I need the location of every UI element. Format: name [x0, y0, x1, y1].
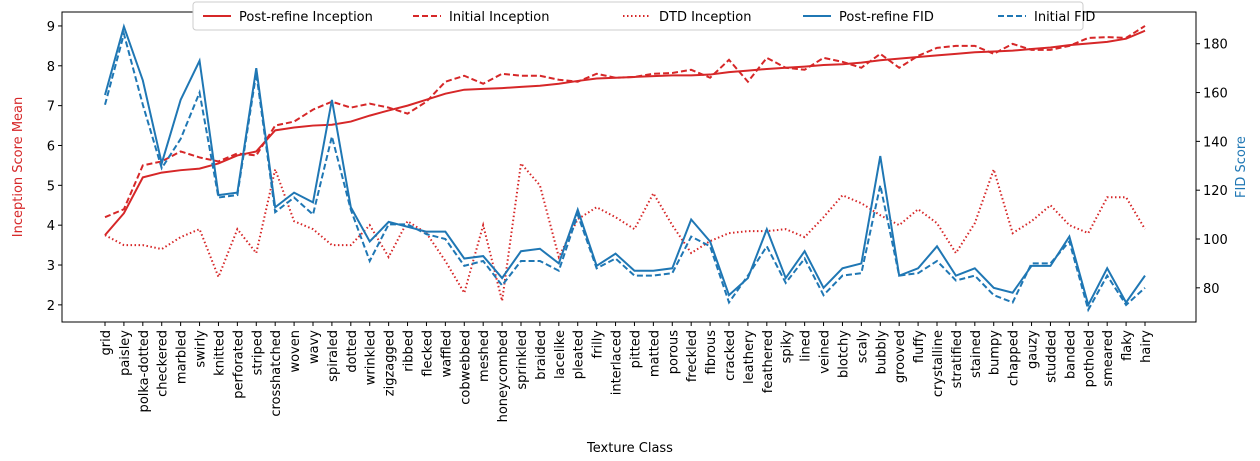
- x-tick-label: sprinkled: [515, 330, 530, 390]
- x-tick-label: potholed: [1082, 330, 1097, 387]
- x-tick-label: braided: [534, 330, 549, 380]
- x-tick-label: wrinkled: [364, 330, 379, 385]
- y2-tick-label: 100: [1203, 233, 1228, 248]
- x-tick-label: flaky: [1120, 330, 1135, 361]
- x-tick-label: wavy: [307, 330, 322, 364]
- y2-axis-label: FID Score: [1234, 136, 1249, 198]
- x-tick-label: porous: [666, 330, 681, 374]
- x-tick-label: frilly: [591, 330, 606, 359]
- x-tick-label: bubbly: [874, 330, 889, 375]
- x-tick-label: chapped: [1007, 330, 1022, 386]
- y-tick-label: 8: [47, 60, 55, 75]
- x-tick-label: perforated: [231, 330, 246, 399]
- x-tick-label: meshed: [477, 330, 492, 382]
- x-tick-label: banded: [1063, 330, 1078, 379]
- x-tick-label: bumpy: [988, 330, 1003, 375]
- x-tick-label: freckled: [685, 330, 700, 382]
- y2-tick-label: 180: [1203, 38, 1228, 53]
- x-tick-label: spiraled: [326, 330, 341, 382]
- x-tick-label: polka-dotted: [137, 330, 152, 412]
- legend-label: Initial Inception: [449, 10, 549, 25]
- x-tick-label: feathered: [761, 330, 776, 393]
- legend-label: Post-refine Inception: [239, 10, 373, 25]
- x-tick-label: paisley: [118, 330, 133, 376]
- x-tick-label: grooved: [893, 330, 908, 383]
- legend: Post-refine Inception Initial Inception DT…: [192, 1, 1095, 31]
- x-tick-label: stained: [969, 330, 984, 378]
- x-tick-label: crosshatched: [269, 330, 284, 417]
- x-tick-label: studded: [1044, 330, 1059, 383]
- x-tick-label: interlaced: [610, 330, 625, 395]
- x-tick-label: gauzy: [1026, 330, 1041, 369]
- x-tick-label: lacelike: [553, 330, 568, 379]
- legend-label: Post-refine FID: [839, 10, 934, 25]
- y-tick-label: 2: [47, 299, 55, 314]
- x-tick-label: pleated: [572, 330, 587, 379]
- x-tick-label: lined: [799, 330, 814, 362]
- y2-tick-label: 140: [1203, 135, 1228, 150]
- y-tick-label: 4: [47, 219, 55, 234]
- x-tick-label: stratified: [950, 330, 965, 388]
- x-tick-label: crystalline: [931, 330, 946, 397]
- x-tick-label: smeared: [1101, 330, 1116, 387]
- y-tick-label: 5: [47, 179, 55, 194]
- x-tick-label: swirly: [194, 330, 209, 368]
- series-line: [104, 161, 1146, 302]
- y-tick-label: 3: [47, 259, 55, 274]
- x-tick-label: cobwebbed: [458, 330, 473, 405]
- x-tick-label: marbled: [175, 330, 190, 384]
- y-tick-label: 7: [47, 100, 55, 115]
- series-line: [104, 30, 1146, 313]
- x-axis-label: Texture Class: [586, 441, 673, 456]
- series-line: [104, 25, 1146, 219]
- x-tick-label: veined: [818, 330, 833, 374]
- x-tick-label: dotted: [345, 330, 360, 373]
- x-tick-label: leathery: [742, 330, 757, 384]
- y2-tick-label: 120: [1203, 184, 1228, 199]
- series-line: [104, 29, 1146, 236]
- x-tick-label: woven: [288, 330, 303, 373]
- x-tick-label: pitted: [628, 330, 643, 368]
- x-tick-label: matted: [647, 330, 662, 377]
- y-tick-label: 9: [47, 20, 55, 35]
- x-tick-label: checkered: [156, 330, 171, 397]
- x-tick-label: fibrous: [704, 330, 719, 375]
- x-tick-label: knitted: [212, 330, 227, 376]
- y-axis-label: Inception Score Mean: [11, 97, 26, 237]
- x-tick-label: fluffy: [912, 330, 927, 363]
- x-tick-label: zigzagged: [383, 330, 398, 396]
- x-tick-label: waffled: [439, 330, 454, 377]
- x-tick-label: spiky: [780, 330, 795, 364]
- legend-label: DTD Inception: [659, 10, 751, 25]
- legend-box: [192, 1, 1084, 31]
- x-tick-label: grid: [99, 330, 114, 355]
- y-tick-label: 6: [47, 139, 55, 154]
- y2-tick-label: 80: [1203, 282, 1220, 297]
- x-tick-label: blotchy: [836, 330, 851, 378]
- x-tick-label: honeycombed: [496, 330, 511, 422]
- y2-tick-label: 160: [1203, 87, 1228, 102]
- x-tick-label: flecked: [420, 330, 435, 377]
- legend-label: Initial FID: [1034, 10, 1095, 25]
- x-tick-label: hairy: [1139, 330, 1154, 363]
- series-line: [104, 23, 1146, 308]
- x-tick-label: ribbed: [402, 330, 417, 372]
- x-tick-label: cracked: [723, 330, 738, 381]
- x-tick-label: striped: [250, 330, 265, 375]
- x-tick-label: scaly: [855, 330, 870, 363]
